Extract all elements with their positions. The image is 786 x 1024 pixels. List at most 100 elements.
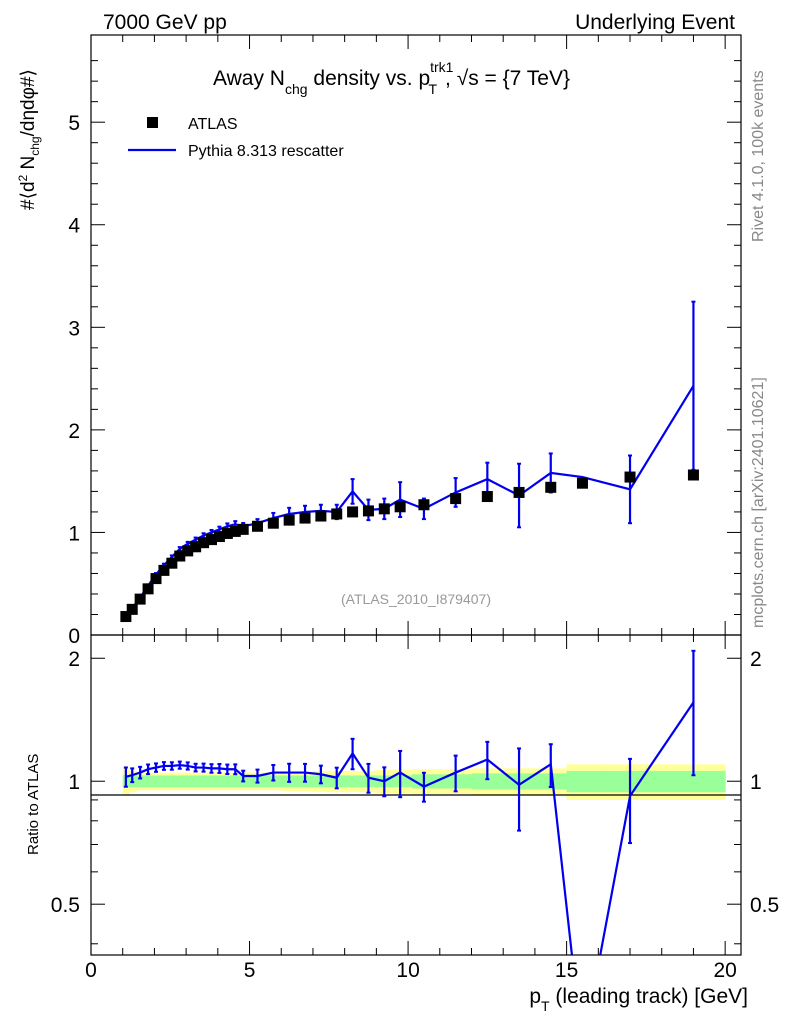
ratio-band-stat (183, 775, 193, 788)
data-point (150, 573, 162, 585)
main-panel: 0 1 2 3 4 5 Away Nchg density vs. ptrk1 T , √s … (16, 34, 742, 648)
ratio-y-tick-label-right: 0.5 (750, 894, 779, 917)
data-point (229, 525, 241, 537)
data-point (394, 501, 406, 513)
title-sub-chg: chg (285, 81, 308, 97)
title-tail: , √s = {7 TeV} (445, 67, 570, 90)
main-y-tick-label: 0 (68, 625, 80, 648)
ratio-mc-line (125, 701, 695, 955)
analysis-watermark: (ATLAS_2010_I879407) (341, 591, 491, 607)
ratio-band-stat (199, 775, 209, 788)
data-point (513, 486, 525, 498)
ratio-band-stat (144, 775, 153, 788)
data-point (267, 517, 279, 529)
x-tick-label: 5 (244, 959, 256, 982)
data-point (174, 550, 186, 562)
main-y-tick-labels: 0 1 2 3 4 5 (68, 112, 80, 648)
main-y-tick-label: 4 (68, 215, 80, 238)
ratio-band-stat (223, 775, 232, 788)
ratio-band-stat (167, 775, 177, 788)
chart-title: Away Nchg density vs. ptrk1 T , √s = {7 Te… (213, 59, 570, 97)
ratio-band-stat (606, 770, 663, 793)
ratio-panel: 0.5 0.5 1 1 2 2 Ratio to ATLAS (25, 634, 779, 956)
ratio-y-tick-label-left: 0.5 (51, 894, 80, 917)
data-point (166, 557, 178, 569)
data-point (347, 506, 359, 518)
data-point (182, 545, 194, 557)
data-point (237, 523, 249, 535)
data-point (221, 527, 233, 539)
ratio-band-stat (392, 775, 413, 788)
main-y-tick-label: 2 (68, 420, 80, 443)
data-point (331, 508, 343, 520)
ratio-y-tick-labels: 0.5 0.5 1 1 2 2 (51, 648, 779, 917)
data-point (283, 514, 295, 526)
mc-series (123, 300, 696, 619)
data-point (418, 499, 430, 511)
legend-mc-label: Pythia 8.313 rescatter (188, 143, 344, 160)
data-point (213, 531, 225, 543)
ratio-y-tick-label-left: 1 (68, 771, 80, 794)
header-left: 7000 GeV pp (103, 11, 227, 34)
x-tick-label: 15 (555, 959, 578, 982)
ratio-band-stat (159, 775, 169, 788)
data-point (134, 593, 146, 605)
data-point (120, 611, 132, 623)
data-point (299, 512, 311, 524)
data-point (198, 537, 210, 549)
data-point (315, 510, 327, 522)
x-tick-label: 10 (396, 959, 419, 982)
data-point (545, 481, 557, 493)
mcplots-label: mcplots.cern.ch [arXiv:2401.10621] (750, 377, 767, 628)
data-point (687, 469, 699, 481)
ratio-y-tick-label-right: 1 (750, 771, 762, 794)
ratio-band-stat (471, 773, 504, 790)
ratio-band-stat (136, 775, 145, 788)
ratio-band-stat (231, 775, 240, 788)
ratio-band-stat (207, 775, 216, 788)
ratio-y-tick-label-right: 2 (750, 648, 762, 671)
ratio-y-tick-label-left: 2 (68, 648, 80, 671)
ratio-band-stat (661, 770, 726, 793)
legend: ATLAS Pythia 8.313 rescatter (128, 116, 344, 160)
title-mid: density vs. p (308, 67, 431, 90)
ratio-ticks (90, 635, 741, 955)
ratio-frame (90, 634, 742, 956)
main-ticks (90, 35, 741, 636)
x-tick-labels: 0 5 10 15 20 (85, 959, 737, 982)
title-main: Away N (213, 67, 285, 90)
ratio-band-stat (152, 775, 161, 788)
data-point (624, 471, 636, 483)
title-sub-T: T (428, 81, 437, 97)
x-tick-label: 20 (713, 959, 736, 982)
ratio-band-stat (344, 775, 362, 788)
header-right: Underlying Event (575, 11, 735, 34)
x-tick-label: 0 (85, 959, 97, 982)
mc-line (125, 385, 695, 617)
data-point (205, 534, 217, 546)
data-point (576, 477, 588, 489)
data-point (481, 491, 493, 503)
legend-data-marker (147, 117, 158, 128)
ratio-band-stat (215, 775, 224, 788)
main-y-tick-label: 1 (68, 522, 80, 545)
ratio-band-stat (175, 775, 185, 788)
title-sup-trk1: trk1 (430, 59, 454, 75)
ratio-band-stat (566, 770, 607, 793)
main-y-axis-label: #⟨d2 Nchg/dηdφ#⟩ (16, 69, 42, 210)
ratio-y-axis-label: Ratio to ATLAS (25, 754, 42, 855)
main-y-tick-label: 5 (68, 112, 80, 135)
data-point (158, 564, 170, 576)
data-point (142, 583, 154, 595)
ratio-mc-series (123, 649, 696, 955)
x-axis-label: pT (leading track) [GeV] (529, 985, 748, 1014)
ratio-band-stat (191, 775, 201, 788)
main-y-tick-label: 3 (68, 317, 80, 340)
data-point (190, 541, 202, 553)
data-point (362, 505, 374, 517)
data-point (251, 520, 263, 532)
data-point (126, 603, 138, 615)
data-point (378, 503, 390, 515)
ratio-mc-clipped (123, 649, 696, 955)
